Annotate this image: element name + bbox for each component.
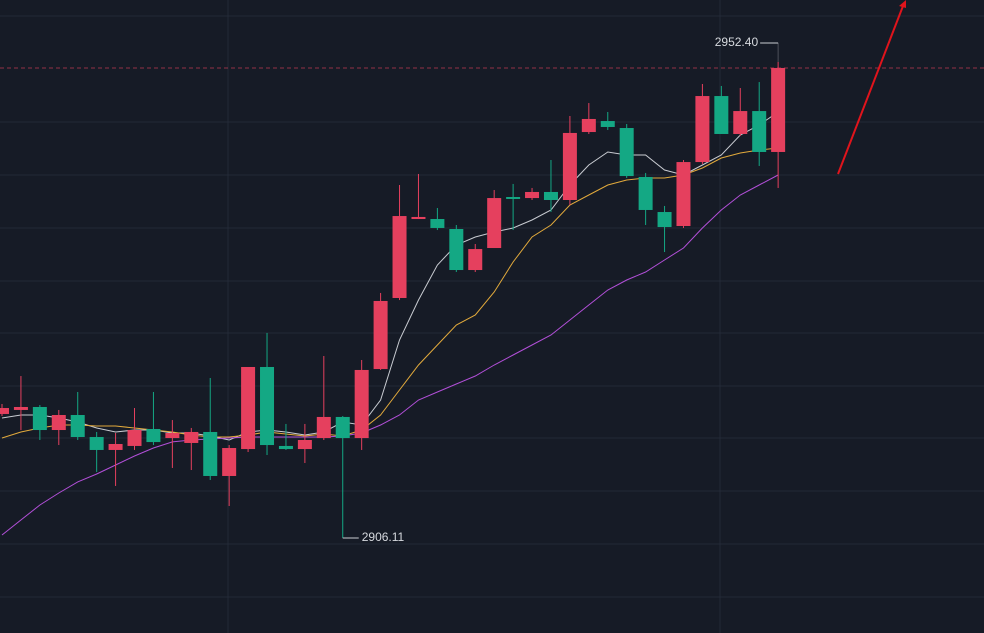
candle-body [638, 176, 653, 210]
drawing-arrow [837, 0, 906, 175]
candle-body [411, 216, 426, 220]
candle-body [13, 406, 28, 410]
candle-body [146, 428, 161, 443]
candle-body [468, 249, 483, 271]
candle-body [32, 406, 47, 431]
candle-body [184, 431, 199, 443]
candle-body [430, 219, 445, 228]
candle-body [733, 111, 748, 134]
candle-body [676, 162, 691, 227]
candle-body [581, 118, 596, 133]
candle-body [165, 433, 180, 439]
candle-body [0, 408, 9, 414]
candle-body [562, 132, 577, 200]
candle-body [373, 300, 388, 370]
candle-body [278, 445, 293, 450]
candle-body [695, 96, 710, 163]
candle-body [335, 416, 350, 439]
arrow-head [899, 0, 906, 8]
candle-body [260, 366, 275, 446]
candle-body [297, 439, 312, 450]
candle-body [70, 415, 85, 438]
candle-body [657, 212, 672, 228]
high-label: 2952.40 [715, 35, 759, 49]
candle-body [487, 198, 502, 249]
candle-body [449, 228, 464, 271]
candle-body [241, 366, 256, 450]
candle-body [316, 416, 331, 439]
candle-body [392, 216, 407, 298]
candle-body [543, 191, 558, 200]
ma-line [1, 174, 779, 536]
candle-body [506, 197, 521, 199]
candle-body [89, 437, 104, 450]
candle-body [752, 111, 767, 152]
candle-body [108, 444, 123, 450]
candle-body [771, 67, 786, 152]
candle-body [600, 121, 615, 127]
low-label: 2906.11 [362, 530, 405, 544]
candle-body [525, 191, 540, 199]
plot-area: 2952.40 2906.11 [0, 35, 984, 544]
arrow-line [837, 5, 904, 175]
candle-body [619, 128, 634, 177]
candle-body [51, 415, 66, 431]
candle-body [203, 431, 218, 476]
candle-body [127, 430, 142, 446]
candle-body [714, 96, 729, 134]
candle-body [354, 369, 369, 439]
candle-body [222, 448, 237, 476]
